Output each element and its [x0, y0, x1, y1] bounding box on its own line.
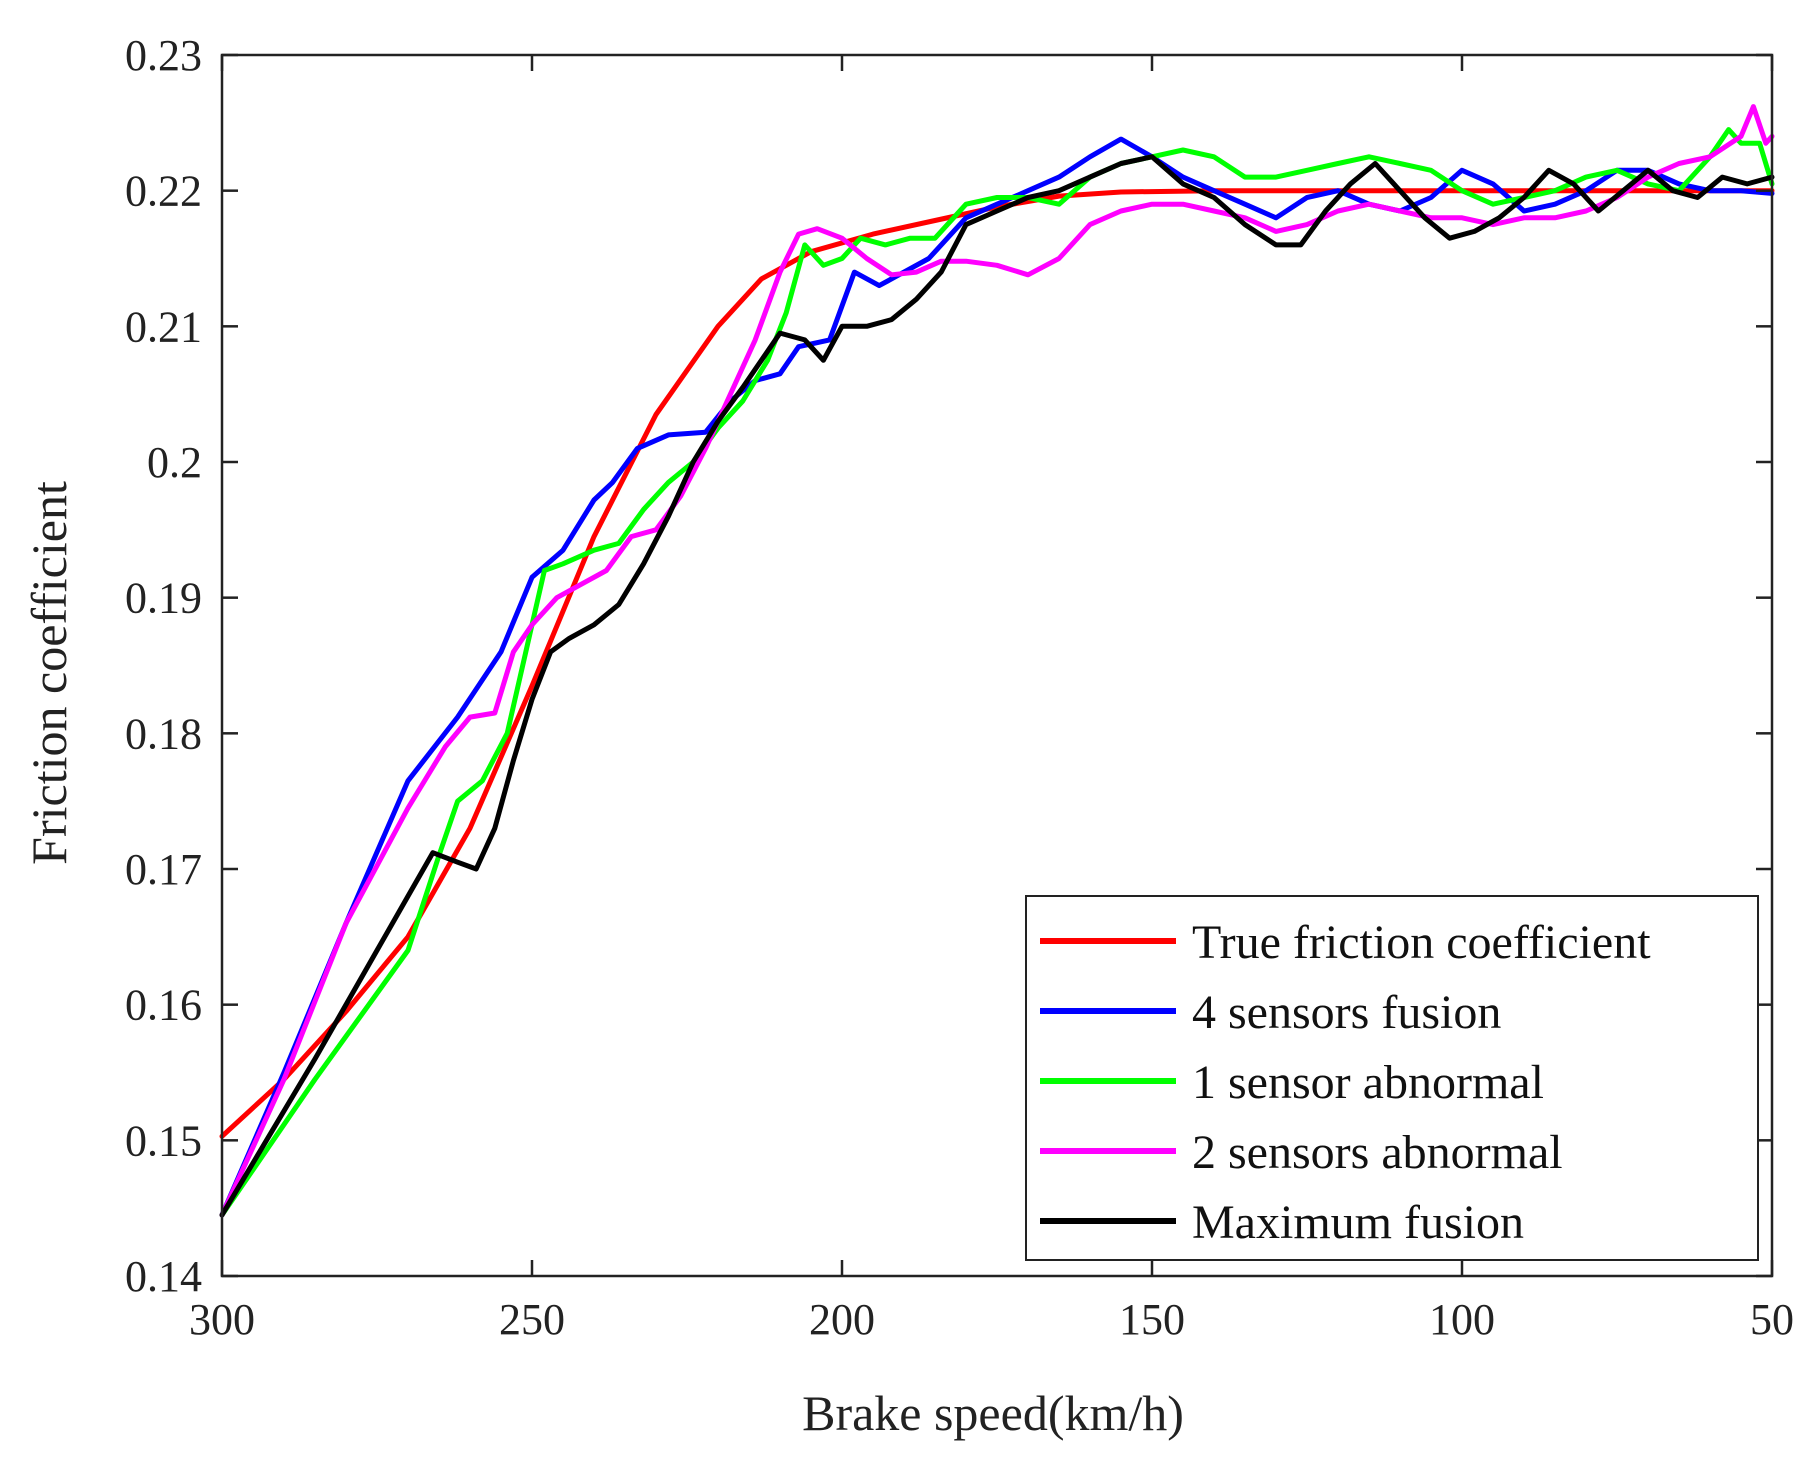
legend-label: 1 sensor abnormal	[1192, 1056, 1544, 1109]
y-axis-title: Friction coefficient	[21, 481, 77, 865]
y-tick-label: 0.14	[125, 1252, 202, 1301]
x-tick-label: 50	[1750, 1295, 1794, 1344]
y-tick-label: 0.22	[125, 167, 202, 216]
x-tick-label: 300	[189, 1295, 255, 1344]
y-tick-label: 0.21	[125, 302, 202, 351]
x-tick-label: 200	[809, 1295, 875, 1344]
legend-label: 4 sensors fusion	[1192, 986, 1501, 1039]
y-tick-label: 0.19	[125, 574, 202, 623]
legend-label: 2 sensors abnormal	[1192, 1126, 1563, 1179]
y-tick-label: 0.16	[125, 981, 202, 1030]
legend-label: True friction coefficient	[1192, 916, 1651, 969]
x-tick-label: 100	[1429, 1295, 1495, 1344]
legend-label: Maximum fusion	[1192, 1196, 1524, 1249]
y-tick-label: 0.2	[147, 438, 202, 487]
series-line-2	[219, 136, 1775, 1218]
series-line-4	[219, 104, 1775, 1218]
legend: True friction coefficient 4 sensors fusio…	[1025, 895, 1759, 1261]
y-tick-label: 0.18	[125, 709, 202, 758]
y-tick-label: 0.23	[125, 31, 202, 80]
axes-layer: 300 250 200 150 100 50 0.14 0.15 0.16 0.17 0.18 0.1…	[125, 31, 1794, 1344]
x-tick-label: 250	[499, 1295, 565, 1344]
y-tick-label: 0.15	[125, 1116, 202, 1165]
x-axis-title: Brake speed(km/h)	[802, 1385, 1184, 1441]
series-line-3	[219, 127, 1775, 1218]
y-tick-label: 0.17	[125, 845, 202, 894]
plot-frame	[220, 53, 1774, 1278]
series-line-5	[219, 154, 1775, 1218]
series-layer	[219, 104, 1775, 1218]
x-tick-label: 150	[1119, 1295, 1185, 1344]
